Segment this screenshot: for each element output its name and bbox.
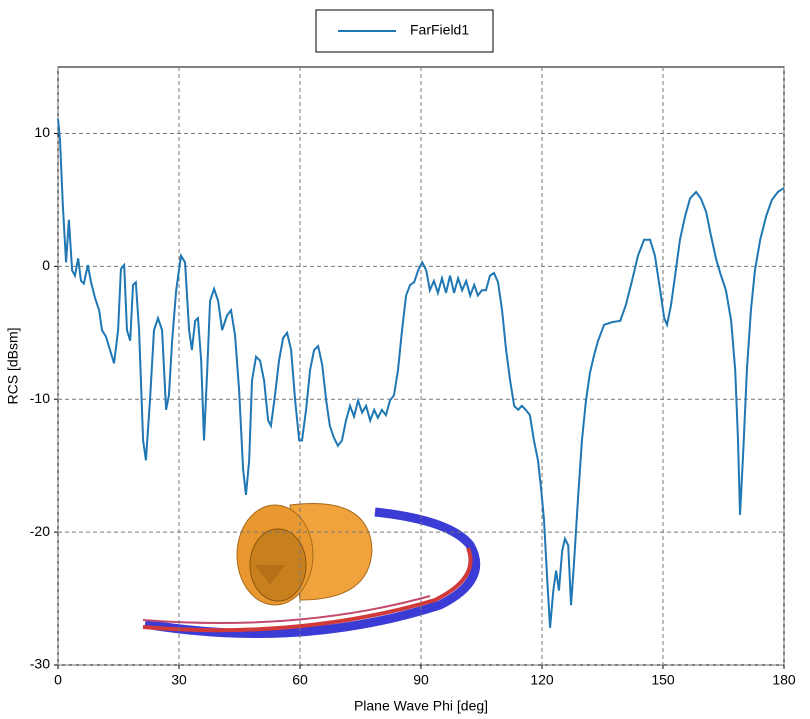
y-tick-label: 10 [34,124,50,140]
x-tick-label: 120 [530,672,554,688]
series-line [57,118,785,628]
engine-inset [142,502,481,638]
x-tick-label: 150 [651,672,675,688]
y-tick-label: -10 [30,390,50,406]
x-axis-label: Plane Wave Phi [deg] [354,698,488,714]
x-tick-label: 60 [292,672,308,688]
y-tick-label: -20 [30,523,50,539]
plot-frame [57,66,785,666]
y-axis-label: RCS [dBsm] [5,327,21,404]
y-tick-label: 0 [42,257,50,273]
x-tick-label: 0 [54,672,62,688]
x-tick-label: 180 [772,672,796,688]
x-tick-label: 30 [171,672,187,688]
y-tick-label: -30 [30,656,50,672]
legend-label: FarField1 [410,22,469,38]
x-tick-label: 90 [413,672,429,688]
